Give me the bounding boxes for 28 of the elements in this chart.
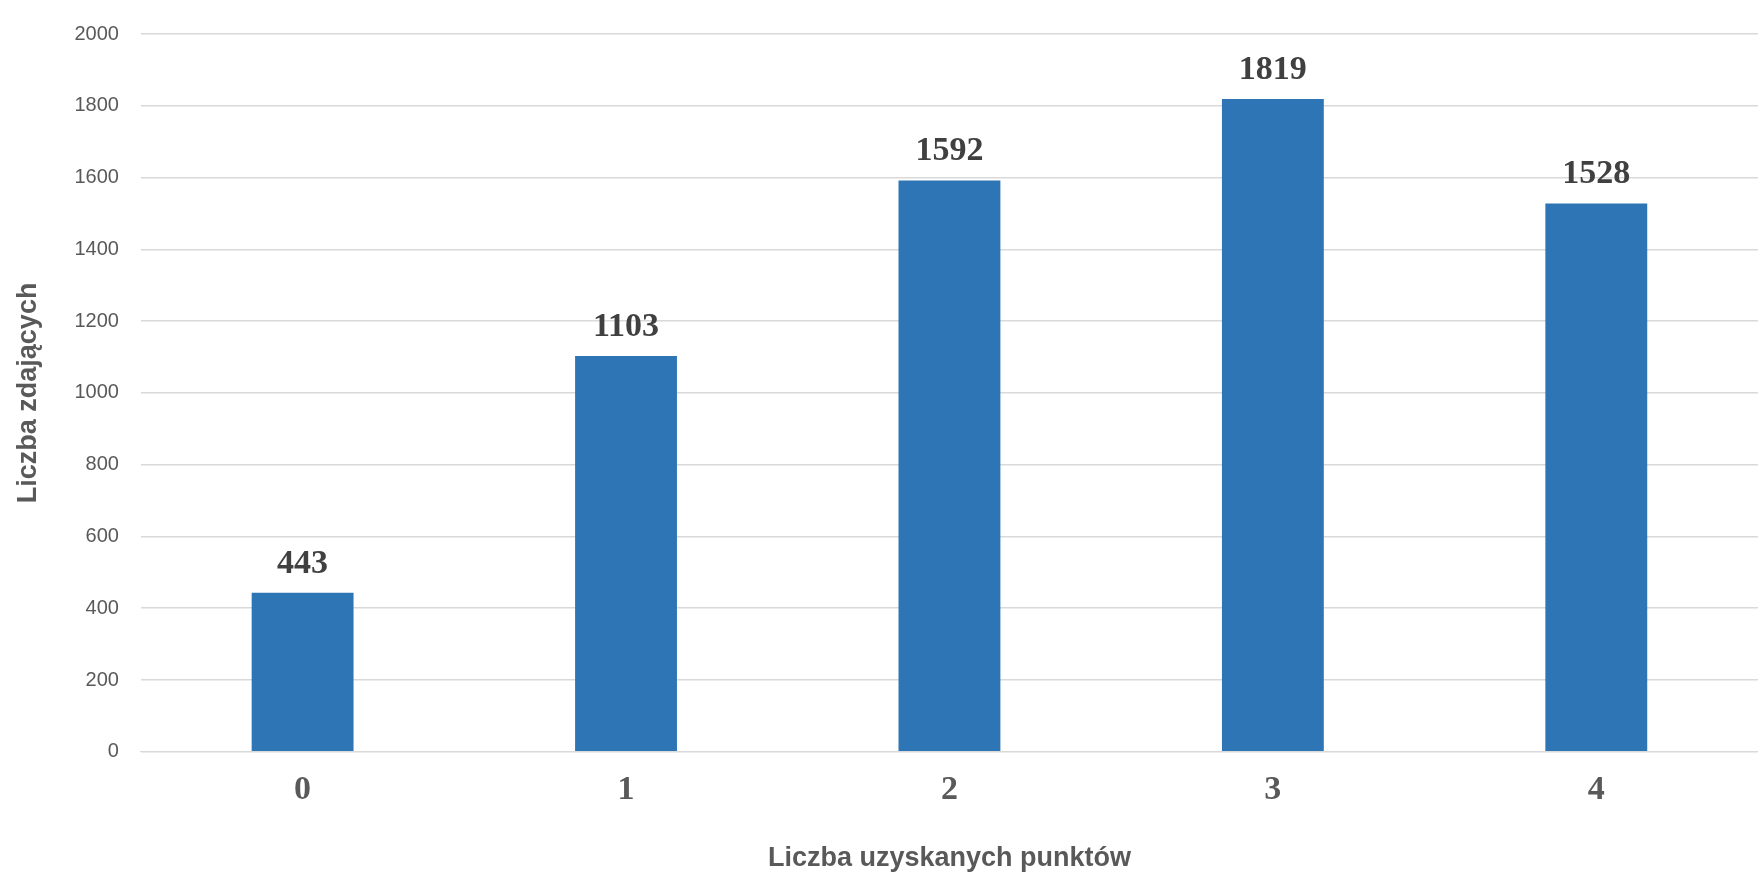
y-tick-label: 1600 [74,165,119,188]
data-label: 1819 [1238,48,1307,86]
y-tick-label: 1200 [74,308,119,331]
y-tick-label: 800 [85,452,119,475]
bar [1221,98,1324,752]
data-label: 1592 [915,130,984,168]
bar [575,355,677,752]
y-tick-label: 600 [85,523,119,546]
y-tick-label: 400 [85,595,119,618]
bar [898,180,1001,752]
y-tick-label: 2000 [74,21,119,44]
y-tick-label: 1000 [74,380,119,403]
x-tick-label: 2 [940,768,958,806]
data-label: 1103 [592,305,660,343]
data-label: 1528 [1562,153,1631,191]
y-axis-title: Liczba zdających [11,282,42,504]
y-tick-label: 1800 [74,93,119,116]
x-axis-title: Liczba uzyskanych punktów [767,842,1132,873]
y-tick-label: 1400 [74,236,119,259]
x-tick-label: 4 [1587,768,1605,806]
y-tick-label: 200 [85,667,119,690]
bar [1545,203,1648,752]
data-label: 443 [277,542,329,580]
x-tick-label: 3 [1264,768,1282,806]
x-tick-label: 0 [294,768,312,806]
x-tick-label: 1 [617,768,635,806]
bar [251,592,354,752]
y-tick-label: 0 [107,739,119,762]
